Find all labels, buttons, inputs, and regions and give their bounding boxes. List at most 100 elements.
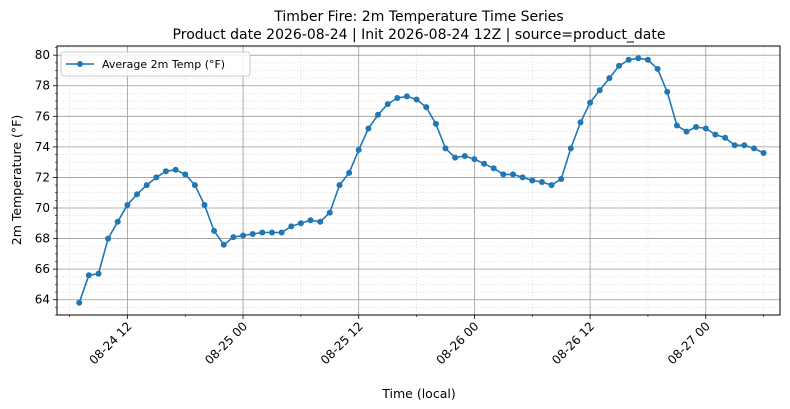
chart-subtitle: Product date 2026-08-24 | Init 2026-08-2…	[173, 27, 666, 43]
data-point	[481, 160, 488, 167]
data-point	[394, 95, 401, 101]
chart-title: Timber Fire: 2m Temperature Time Series	[273, 9, 563, 25]
y-tick-label: 66	[35, 262, 50, 276]
data-point	[403, 93, 410, 100]
data-point	[76, 299, 83, 306]
y-tick-label: 64	[35, 293, 50, 307]
data-point	[664, 88, 671, 95]
legend-box	[60, 51, 251, 77]
legend-label: Average 2m Temp (°F)	[102, 58, 225, 71]
data-point	[606, 75, 613, 82]
data-point	[317, 218, 324, 225]
x-tick-label: 08-24 12	[86, 319, 134, 367]
data-point	[587, 99, 594, 106]
data-point	[162, 168, 169, 175]
data-point	[278, 229, 285, 236]
data-point	[673, 122, 680, 129]
data-point	[384, 101, 391, 108]
x-tick-label: 08-25 00	[202, 319, 250, 367]
data-point	[625, 56, 632, 63]
data-point	[124, 202, 131, 208]
data-point	[355, 146, 362, 153]
x-tick-label: 08-25 12	[318, 319, 366, 367]
data-point	[529, 177, 536, 184]
series-line	[78, 57, 764, 304]
x-tick-label: 08-26 12	[549, 319, 597, 367]
data-point	[191, 182, 198, 189]
data-point	[722, 134, 729, 141]
data-point	[230, 234, 237, 241]
data-point	[548, 182, 555, 189]
y-tick-label: 70	[35, 201, 50, 215]
legend: Average 2m Temp (°F)	[60, 51, 251, 77]
data-point	[471, 156, 478, 163]
data-point	[346, 169, 353, 176]
data-point	[114, 218, 121, 225]
data-point	[259, 229, 266, 236]
data-point	[95, 270, 102, 277]
data-point	[201, 202, 208, 208]
x-axis-label: Time (local)	[381, 386, 455, 401]
data-point	[558, 176, 565, 182]
plot-area	[56, 45, 781, 316]
data-point	[365, 125, 372, 132]
data-point	[712, 131, 719, 138]
data-point	[326, 209, 333, 216]
x-tick-label: 08-26 00	[433, 319, 481, 367]
y-tick-label: 78	[35, 79, 50, 93]
data-point	[596, 87, 603, 94]
data-point	[288, 223, 295, 230]
data-point	[702, 125, 709, 132]
data-point	[432, 120, 439, 127]
data-point	[143, 182, 150, 189]
data-point	[211, 227, 218, 234]
data-point	[375, 111, 381, 118]
y-tick-label: 74	[35, 140, 50, 154]
x-tick-label: 08-27 00	[665, 319, 713, 367]
data-point	[644, 56, 651, 63]
data-point	[442, 145, 449, 152]
data-point	[134, 191, 140, 198]
data-point	[336, 182, 343, 189]
data-point	[500, 171, 507, 178]
data-point	[297, 220, 304, 227]
series-layer	[76, 55, 767, 306]
data-point	[423, 104, 430, 111]
data-point	[249, 231, 256, 237]
legend-marker-swatch	[77, 61, 83, 67]
data-point	[538, 179, 545, 185]
data-point	[220, 241, 227, 248]
data-point	[760, 150, 767, 156]
data-point	[616, 62, 622, 69]
y-axis-label: 2m Temperature (°F)	[9, 115, 24, 245]
data-point	[307, 217, 314, 224]
data-point	[153, 174, 160, 181]
data-point	[240, 232, 247, 239]
data-point	[105, 235, 112, 242]
y-tick-label: 72	[35, 170, 50, 184]
y-tick-label: 68	[35, 232, 50, 246]
data-point	[182, 171, 189, 178]
data-point	[731, 142, 738, 149]
data-point	[510, 171, 516, 178]
data-point	[567, 145, 574, 152]
data-point	[635, 55, 642, 62]
data-point	[490, 165, 497, 172]
minor-grid	[57, 46, 780, 316]
data-point	[452, 154, 459, 161]
data-point	[269, 229, 275, 236]
data-point	[683, 128, 690, 135]
data-point	[654, 65, 661, 72]
data-point	[751, 145, 757, 152]
data-point	[172, 166, 179, 173]
y-tick-label: 80	[35, 48, 50, 62]
data-point	[85, 272, 92, 279]
y-tick-label: 76	[35, 109, 50, 123]
major-grid	[57, 46, 780, 315]
data-point	[741, 142, 748, 149]
data-point	[461, 153, 468, 159]
data-point	[519, 174, 526, 181]
data-point	[693, 124, 700, 130]
x-axis: 08-24 12 08-25 00 08-25 12 08-26 00 08-26 12…	[69, 315, 764, 367]
